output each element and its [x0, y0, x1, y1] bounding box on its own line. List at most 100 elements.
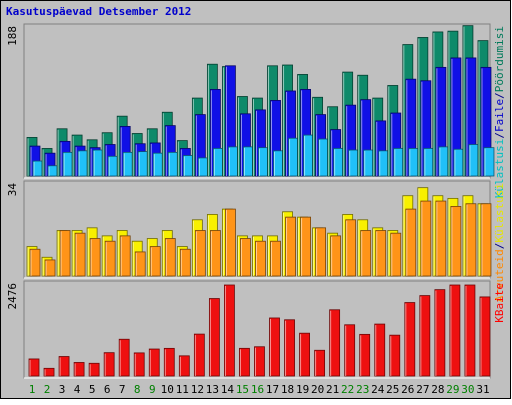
bar-bot-KBaite-18 — [284, 319, 295, 377]
bar-fill — [405, 208, 417, 277]
bar-top-Külastusi-3 — [62, 151, 74, 177]
x-tick-label-22: 22 — [341, 383, 354, 396]
bar-bot-KBaite-27 — [419, 295, 431, 377]
x-tick-label-12: 12 — [191, 383, 204, 396]
bar-fill — [359, 333, 371, 377]
bar-mid-Arvuteid-21 — [330, 235, 342, 277]
bar-fill — [179, 248, 191, 277]
x-tick-label-14: 14 — [221, 383, 235, 396]
x-tick-label-26: 26 — [401, 383, 414, 396]
bar-mid-Arvuteid-5 — [89, 238, 101, 277]
bar-mid-Arvuteid-31 — [480, 203, 492, 277]
panel-mid-max-label: 34 — [6, 183, 19, 197]
bar-fill — [224, 284, 235, 377]
legend-item-4: Pöördumisi — [493, 26, 506, 92]
bar-fill — [149, 246, 161, 277]
bar-fill — [58, 356, 70, 377]
bar-mid-Arvuteid-15 — [240, 238, 251, 277]
bar-fill — [449, 284, 461, 377]
panel-mid: 34 Arvuteid/Külastusi — [6, 180, 506, 302]
panel-top-legend: Külastusi/Faile/Pöördumisi — [493, 26, 506, 198]
bar-fill — [254, 346, 265, 377]
bar-top-Külastusi-30 — [468, 144, 480, 177]
legend-item-0: Arvuteid — [493, 249, 506, 302]
bar-fill — [345, 219, 357, 277]
bar-fill — [450, 206, 462, 277]
x-tick-label-1: 1 — [29, 383, 36, 396]
x-tick-label-17: 17 — [266, 383, 279, 396]
x-tick-label-6: 6 — [104, 383, 111, 396]
bar-top-Külastusi-16 — [258, 147, 269, 177]
bar-top-Külastusi-27 — [423, 148, 435, 177]
legend-item-2: Faile — [493, 99, 506, 132]
bar-mid-Arvuteid-22 — [345, 219, 357, 277]
bar-top-Külastusi-19 — [303, 134, 314, 177]
bar-mid-Arvuteid-14 — [225, 208, 236, 277]
bar-fill — [389, 334, 401, 377]
bar-bot-KBaite-8 — [133, 352, 145, 377]
legend-item-2: Külastusi — [493, 183, 506, 243]
bar-fill — [329, 309, 341, 377]
bar-fill — [209, 230, 221, 277]
bar-bot-KBaite-11 — [178, 355, 190, 377]
x-tick-label-25: 25 — [386, 383, 399, 396]
bar-fill — [284, 319, 295, 377]
bar-bot-KBaite-19 — [299, 332, 310, 377]
bar-fill — [59, 230, 71, 277]
bar-top-Külastusi-23 — [363, 149, 375, 177]
bar-fill — [255, 240, 266, 277]
bar-mid-Arvuteid-18 — [285, 216, 296, 277]
bar-bot-KBaite-17 — [269, 317, 280, 377]
bar-mid-Arvuteid-29 — [450, 206, 462, 277]
bar-fill — [88, 362, 100, 377]
bar-fill — [74, 232, 86, 277]
bar-bot-KBaite-15 — [239, 347, 250, 377]
bar-fill — [420, 200, 432, 277]
bar-mid-Arvuteid-4 — [74, 232, 86, 277]
bar-fill — [104, 240, 116, 277]
bar-top-Külastusi-25 — [393, 148, 405, 177]
x-tick-label-13: 13 — [206, 383, 219, 396]
bar-top-Külastusi-24 — [378, 150, 390, 177]
bar-fill — [464, 284, 476, 377]
legend-item-0: Külastusi — [493, 139, 506, 199]
x-axis-labels: 1 2 3 4 5 6 7 8 9 10 11 12 13 14 15 16 17 18 19 20 21 22 23 24 2… — [29, 383, 490, 396]
bar-top-Külastusi-28 — [438, 146, 450, 177]
bar-fill — [299, 332, 310, 377]
bar-mid-Arvuteid-24 — [375, 230, 387, 277]
bar-bot-KBaite-31 — [479, 296, 491, 377]
bar-mid-Arvuteid-3 — [59, 230, 71, 277]
legend-item-1: / — [493, 243, 506, 250]
bar-fill — [480, 203, 492, 277]
bar-fill — [269, 317, 280, 377]
bar-bot-KBaite-7 — [118, 338, 130, 377]
bar-bot-KBaite-22 — [344, 324, 356, 377]
bar-fill — [344, 324, 356, 377]
bar-fill — [285, 216, 296, 277]
bar-fill — [330, 235, 342, 277]
x-tick-label-8: 8 — [134, 383, 141, 396]
bar-fill — [193, 333, 205, 377]
bar-bot-KBaite-2 — [43, 367, 55, 377]
bar-top-Külastusi-5 — [92, 149, 104, 177]
x-tick-label-20: 20 — [311, 383, 324, 396]
bar-mid-Arvuteid-11 — [179, 248, 191, 277]
x-tick-label-27: 27 — [416, 383, 429, 396]
bar-top-Külastusi-6 — [107, 155, 119, 177]
bar-fill — [360, 230, 372, 277]
panel-bot: 2476 KBaite — [6, 280, 506, 379]
bar-bot-KBaite-1 — [28, 358, 40, 377]
x-tick-label-30: 30 — [461, 383, 474, 396]
legend-item-1: / — [493, 132, 506, 139]
bar-bot-KBaite-16 — [254, 346, 265, 377]
bar-mid-Arvuteid-19 — [300, 216, 311, 277]
bar-bot-KBaite-25 — [389, 334, 401, 377]
bar-mid-Arvuteid-13 — [209, 230, 221, 277]
bar-bot-KBaite-24 — [374, 323, 386, 377]
bar-top-Külastusi-10 — [167, 151, 179, 177]
bar-fill — [103, 352, 115, 377]
bar-fill — [435, 200, 447, 277]
bar-fill — [404, 302, 416, 377]
bar-bot-KBaite-29 — [449, 284, 461, 377]
